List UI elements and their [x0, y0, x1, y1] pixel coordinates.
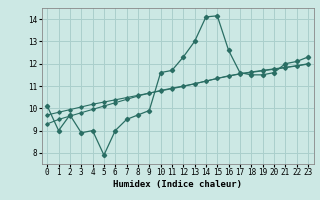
X-axis label: Humidex (Indice chaleur): Humidex (Indice chaleur)	[113, 180, 242, 189]
